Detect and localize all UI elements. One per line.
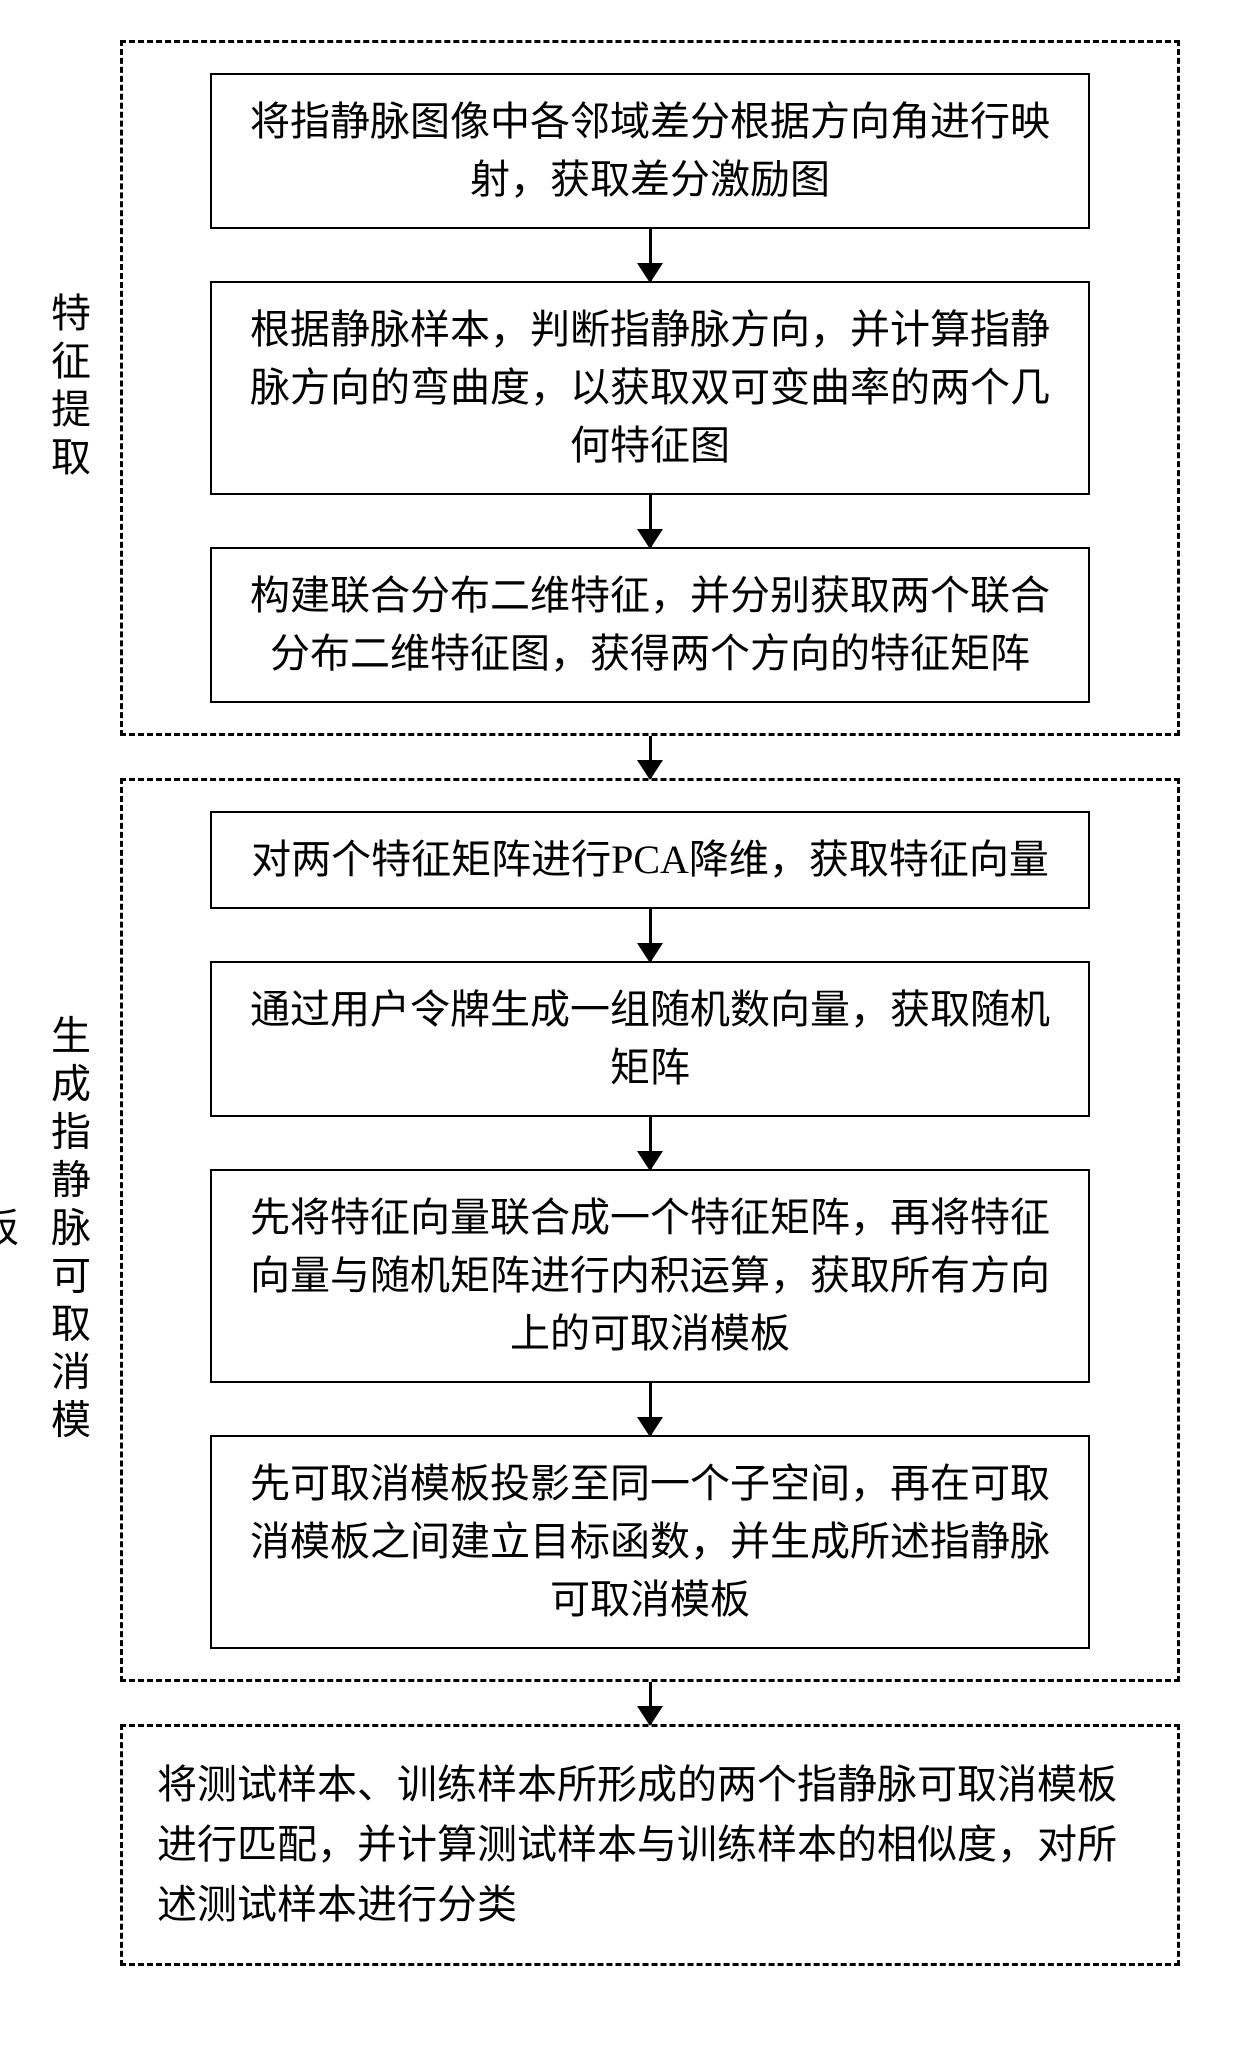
- node-n1: 将指静脉图像中各邻域差分根据方向角进行映射，获取差分激励图: [210, 73, 1090, 229]
- node-n7: 先可取消模板投影至同一个子空间，再在可取消模板之间建立目标函数，并生成所述指静脉…: [210, 1435, 1090, 1649]
- arrow-n2-n3: [649, 495, 652, 547]
- group-label-2: 生成指静脉可取消模板: [53, 1006, 103, 1455]
- node-n4: 对两个特征矩阵进行PCA降维，获取特征向量: [210, 811, 1090, 909]
- flowchart-root: 特征提取 将指静脉图像中各邻域差分根据方向角进行映射，获取差分激励图 根据静脉样…: [40, 40, 1180, 1966]
- node-n6: 先将特征向量联合成一个特征矩阵，再将特征向量与随机矩阵进行内积运算，获取所有方向…: [210, 1169, 1090, 1383]
- arrow-n3-n4: [649, 736, 652, 778]
- node-n3: 构建联合分布二维特征，并分别获取两个联合分布二维特征图，获得两个方向的特征矩阵: [210, 547, 1090, 703]
- group-label-1: 特征提取: [53, 292, 103, 484]
- node-n2: 根据静脉样本，判断指静脉方向，并计算指静脉方向的弯曲度，以获取双可变曲率的两个几…: [210, 281, 1090, 495]
- node-n5: 通过用户令牌生成一组随机数向量，获取随机矩阵: [210, 961, 1090, 1117]
- arrow-n7-final: [649, 1682, 652, 1724]
- node-final: 将测试样本、训练样本所形成的两个指静脉可取消模板进行匹配，并计算测试样本与训练样…: [120, 1724, 1180, 1966]
- group-gen-template: 生成指静脉可取消模板 对两个特征矩阵进行PCA降维，获取特征向量 通过用户令牌生…: [120, 778, 1180, 1682]
- arrow-n6-n7: [649, 1383, 652, 1435]
- arrow-n4-n5: [649, 909, 652, 961]
- arrow-n1-n2: [649, 229, 652, 281]
- group-feature-extraction: 特征提取 将指静脉图像中各邻域差分根据方向角进行映射，获取差分激励图 根据静脉样…: [120, 40, 1180, 736]
- arrow-n5-n6: [649, 1117, 652, 1169]
